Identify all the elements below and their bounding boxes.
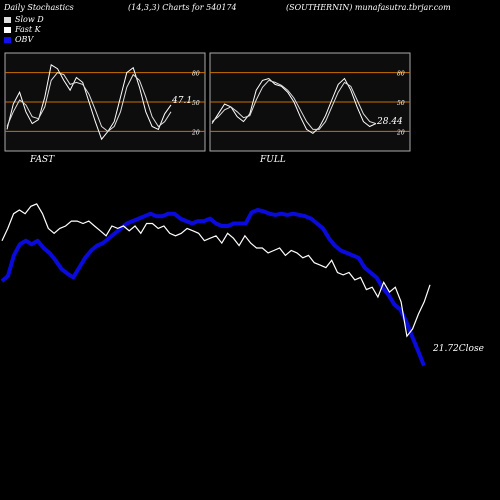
fast-tick-80: 80 — [192, 71, 200, 78]
fast-series-0 — [6, 63, 172, 141]
header-params: (14,3,3) Charts for 540174 — [128, 3, 237, 12]
header-title: Daily Stochastics — [4, 3, 74, 12]
legend-item-fast-k: Fast K — [4, 25, 41, 34]
fast-tick-50: 50 — [192, 100, 200, 107]
fast-title: FAST — [29, 155, 55, 165]
main-series — [0, 203, 431, 367]
full-series-0 — [211, 77, 377, 135]
price-line — [1, 203, 431, 338]
fast-gridlines: 20 50 80 — [5, 71, 205, 136]
fast-panel: 20 50 80 47.1 — [4, 52, 206, 152]
legend-label-fast-k: Fast K — [15, 25, 41, 34]
close-price-label: 21.72Close — [432, 344, 484, 354]
legend-item-obv: OBV — [4, 35, 33, 44]
legend-swatch-obv — [4, 36, 11, 43]
legend-label-obv: OBV — [15, 35, 34, 44]
legend-label-slow-d: Slow D — [15, 15, 44, 24]
full-tick-80: 80 — [397, 71, 405, 78]
fast-series — [6, 63, 172, 141]
full-series — [211, 77, 377, 135]
legend-item-slow-d: Slow D — [4, 15, 44, 24]
close-price-value: 21.72 — [432, 344, 459, 354]
obv-line — [0, 208, 426, 367]
full-tick-20: 20 — [396, 129, 405, 136]
full-title: FULL — [259, 155, 286, 165]
fast-tick-20: 20 — [191, 129, 200, 136]
header-source: (SOUTHERNIN) munafasutra.tbrjar.com — [286, 3, 451, 12]
close-price-suffix: Close — [459, 344, 484, 354]
full-series-1 — [211, 79, 377, 130]
full-panel: 20 50 80 28.44 — [209, 52, 411, 152]
fast-series-1 — [6, 72, 172, 133]
fast-value-label: 47.1 — [171, 96, 192, 106]
full-value-label: 28.44 — [376, 117, 403, 127]
legend-swatch-slow-d — [4, 16, 11, 23]
full-tick-50: 50 — [397, 100, 405, 107]
legend-swatch-fast-k — [4, 26, 11, 33]
